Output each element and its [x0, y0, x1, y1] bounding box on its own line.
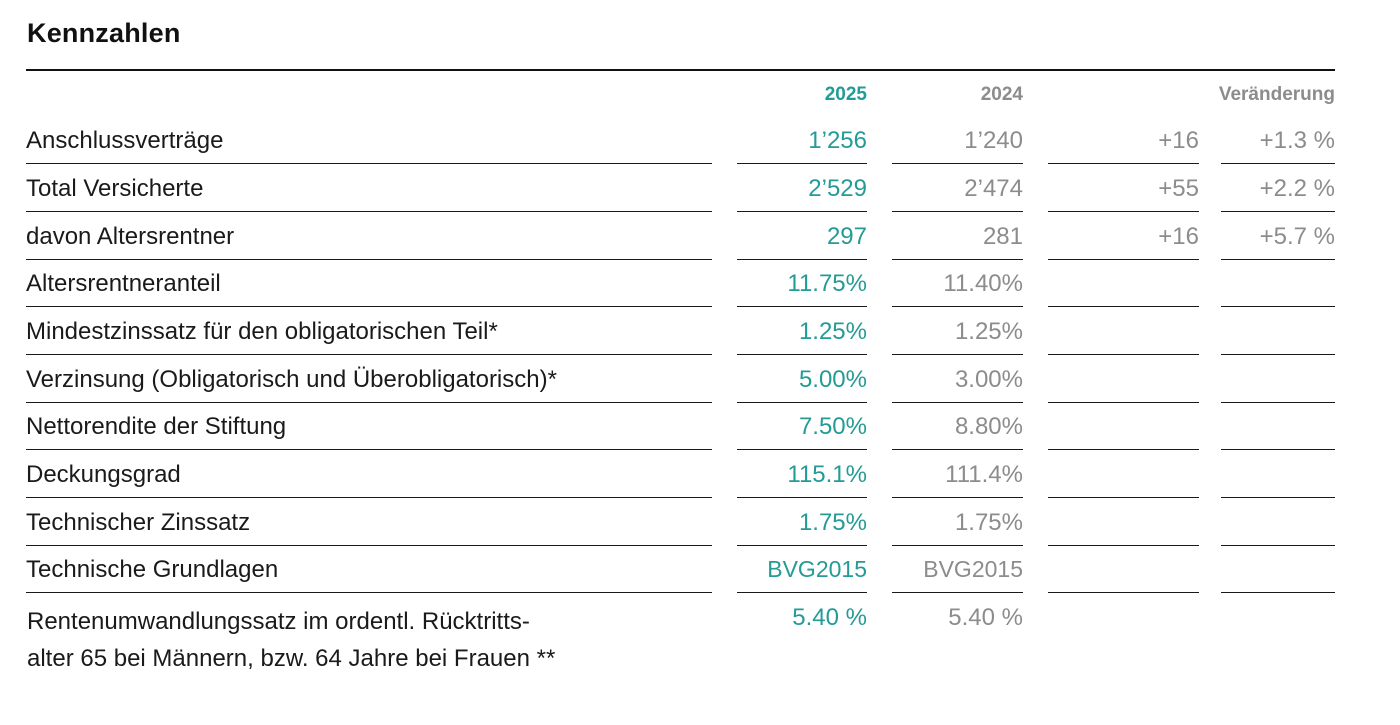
- table-row: davon Altersrentner 297 281 +16 +5.7 %: [0, 213, 1400, 261]
- value-2025: 5.40 %: [792, 604, 867, 631]
- value-2025: 115.1%: [737, 451, 867, 498]
- change-percent: [1221, 308, 1335, 355]
- value-2024: 1.75%: [892, 499, 1023, 546]
- change-absolute: [1048, 403, 1199, 450]
- value-2025: 297: [737, 213, 867, 260]
- value-2025: 7.50%: [737, 403, 867, 450]
- value-2025: 1’256: [737, 117, 867, 164]
- value-2024: 281: [892, 213, 1023, 260]
- column-header-2024: 2024: [980, 84, 1023, 105]
- table-row: Mindestzinssatz für den obligatorischen …: [0, 308, 1400, 356]
- value-2024: 1.25%: [892, 308, 1023, 355]
- row-label: Anschlussverträge: [26, 117, 712, 164]
- change-absolute: +16: [1048, 213, 1199, 260]
- row-label: Total Versicherte: [26, 165, 712, 212]
- value-2024: 11.40%: [892, 260, 1023, 307]
- value-2024: 3.00%: [892, 356, 1023, 403]
- value-2025: 2’529: [737, 165, 867, 212]
- value-2025: 11.75%: [737, 260, 867, 307]
- value-2024: 1’240: [892, 117, 1023, 164]
- column-header-change: Veränderung: [1218, 84, 1335, 105]
- table-row: Verzinsung (Obligatorisch und Überobliga…: [0, 356, 1400, 404]
- value-2025: BVG2015: [737, 546, 867, 593]
- value-2024: 111.4%: [892, 451, 1023, 498]
- change-percent: [1221, 451, 1335, 498]
- change-percent: [1221, 260, 1335, 307]
- change-absolute: +16: [1048, 117, 1199, 164]
- change-absolute: +55: [1048, 165, 1199, 212]
- page-title: Kennzahlen: [27, 18, 181, 48]
- change-percent: [1221, 356, 1335, 403]
- row-label: Technischer Zinssatz: [26, 499, 712, 546]
- row-label: Nettorendite der Stiftung: [26, 403, 712, 450]
- value-2025: 1.25%: [737, 308, 867, 355]
- row-label-line-1: Rentenumwandlungssatz im ordentl. Rücktr…: [27, 608, 530, 635]
- value-2024: BVG2015: [892, 546, 1023, 593]
- value-2025: 5.00%: [737, 356, 867, 403]
- change-absolute: [1048, 260, 1199, 307]
- row-label: Technische Grundlagen: [26, 546, 712, 593]
- change-percent: +5.7 %: [1221, 213, 1335, 260]
- change-percent: +2.2 %: [1221, 165, 1335, 212]
- value-2024: 2’474: [892, 165, 1023, 212]
- table-row: Altersrentneranteil 11.75% 11.40%: [0, 260, 1400, 308]
- change-percent: [1221, 499, 1335, 546]
- table-row: Anschlussverträge 1’256 1’240 +16 +1.3 %: [0, 117, 1400, 165]
- change-absolute: [1048, 499, 1199, 546]
- table-row: Total Versicherte 2’529 2’474 +55 +2.2 %: [0, 165, 1400, 213]
- table-row: Technische Grundlagen BVG2015 BVG2015: [0, 546, 1400, 594]
- row-label: Verzinsung (Obligatorisch und Überobliga…: [26, 356, 712, 403]
- row-label: Deckungsgrad: [26, 451, 712, 498]
- value-2024: 8.80%: [892, 403, 1023, 450]
- row-label: Mindestzinssatz für den obligatorischen …: [26, 308, 712, 355]
- change-percent: [1221, 546, 1335, 593]
- change-absolute: [1048, 451, 1199, 498]
- value-2024: 5.40 %: [948, 604, 1023, 631]
- table-row: Nettorendite der Stiftung 7.50% 8.80%: [0, 403, 1400, 451]
- row-label: Altersrentneranteil: [26, 260, 712, 307]
- change-percent: +1.3 %: [1221, 117, 1335, 164]
- change-percent: [1221, 403, 1335, 450]
- row-label-multiline: Rentenumwandlungssatz im ordentl. Rücktr…: [27, 603, 707, 677]
- row-label-line-2: alter 65 bei Männern, bzw. 64 Jahre bei …: [27, 645, 556, 672]
- change-absolute: [1048, 546, 1199, 593]
- top-divider: [26, 69, 1335, 71]
- table-row: Deckungsgrad 115.1% 111.4%: [0, 451, 1400, 499]
- value-2025: 1.75%: [737, 499, 867, 546]
- table-row: Technischer Zinssatz 1.75% 1.75%: [0, 499, 1400, 547]
- column-header-2025: 2025: [824, 84, 867, 105]
- change-absolute: [1048, 308, 1199, 355]
- row-label: davon Altersrentner: [26, 213, 712, 260]
- change-absolute: [1048, 356, 1199, 403]
